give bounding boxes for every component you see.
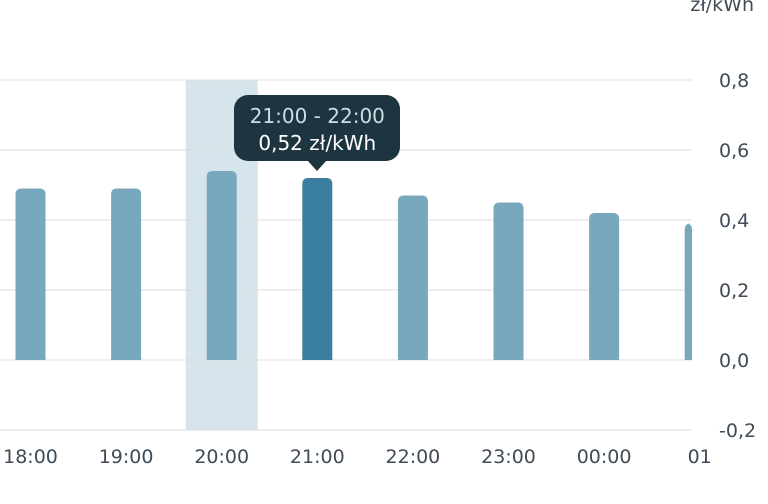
bar: [684, 223, 692, 360]
y-tick-label: 0,4: [719, 210, 749, 232]
bar: [493, 202, 524, 360]
tooltip-price-value: 0,52 zł/kWh: [258, 131, 377, 155]
bar: [397, 195, 428, 360]
x-tick-label: 23:00: [481, 446, 536, 468]
bar: [206, 171, 237, 360]
x-tick-label: 22:00: [386, 446, 441, 468]
y-tick-label: 0,2: [719, 280, 749, 302]
price-tooltip: 21:00 - 22:00 0,52 zł/kWh: [234, 95, 401, 161]
y-tick-label: -0,2: [719, 420, 756, 442]
bar: [15, 188, 46, 360]
x-tick-label: 19:00: [99, 446, 154, 468]
x-tick-label: 18:00: [3, 446, 58, 468]
x-tick-label: 21:00: [290, 446, 345, 468]
x-tick-label: 20:00: [194, 446, 249, 468]
y-tick-label: 0,0: [719, 350, 749, 372]
bar: [589, 213, 620, 360]
bar: [111, 188, 142, 360]
y-tick-label: 0,6: [719, 140, 749, 162]
y-tick-label: 0,8: [719, 70, 749, 92]
x-tick-label: 00:00: [577, 446, 632, 468]
y-axis-unit-label: zł/kWh: [690, 0, 754, 16]
x-tick-label: 01: [688, 446, 712, 468]
tooltip-time-range: 21:00 - 22:00: [249, 104, 385, 128]
bar: [302, 178, 333, 360]
